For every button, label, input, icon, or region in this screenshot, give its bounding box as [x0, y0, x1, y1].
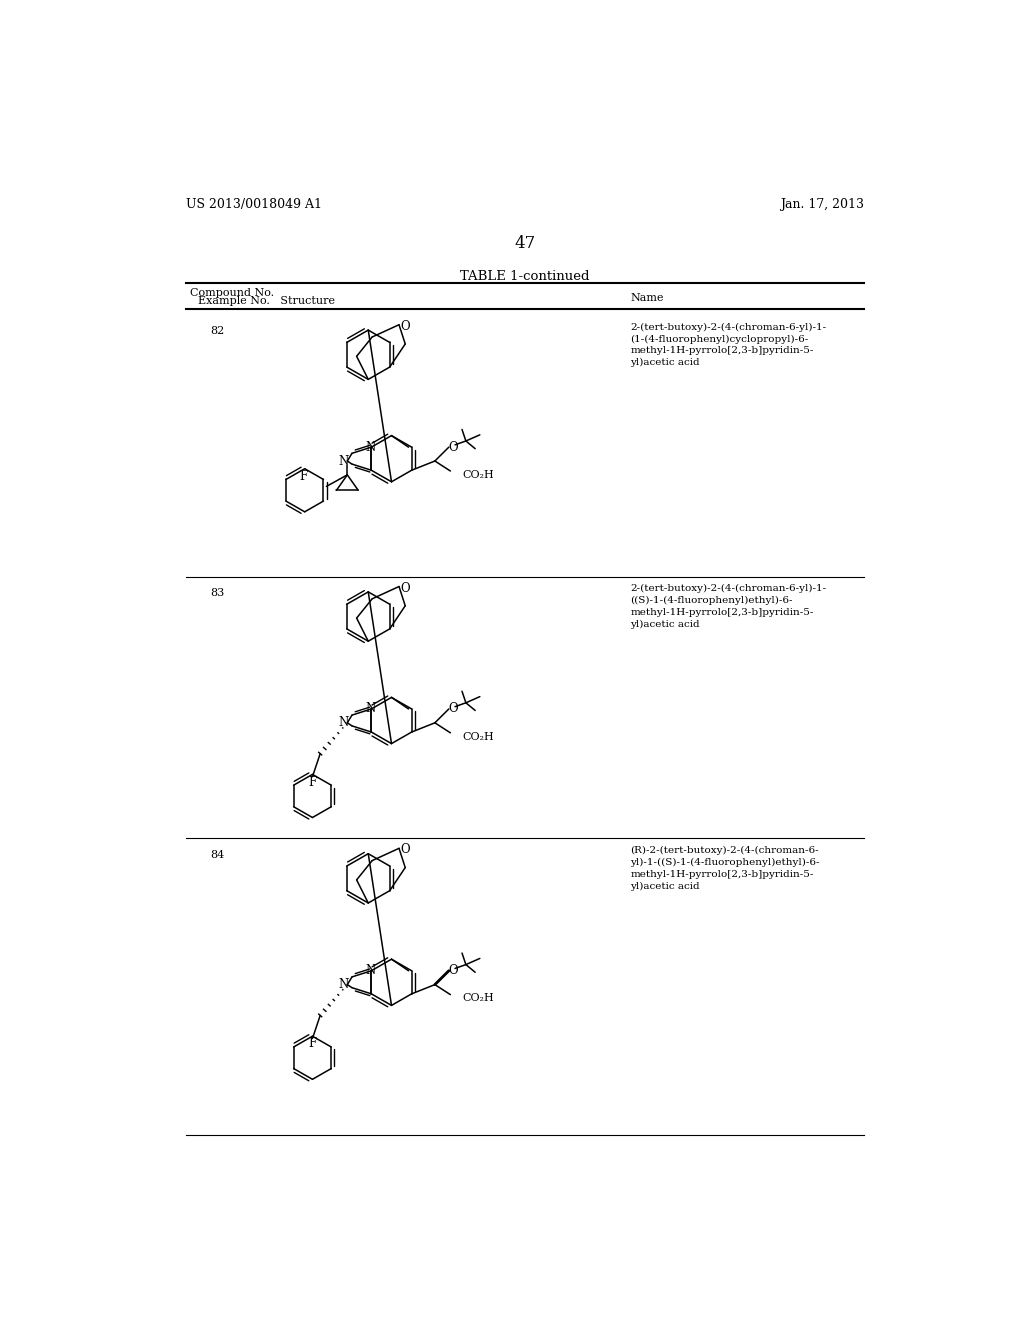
Text: N: N — [338, 454, 348, 467]
Text: F: F — [299, 470, 307, 483]
Text: O: O — [400, 843, 410, 857]
Text: TABLE 1-continued: TABLE 1-continued — [460, 271, 590, 282]
Text: CO₂H: CO₂H — [462, 470, 494, 480]
Text: Example No.   Structure: Example No. Structure — [198, 296, 335, 306]
Text: 82: 82 — [210, 326, 224, 337]
Text: CO₂H: CO₂H — [462, 994, 494, 1003]
Text: Name: Name — [630, 293, 664, 304]
Text: N: N — [366, 441, 376, 454]
Text: O: O — [447, 441, 458, 454]
Text: F: F — [308, 1038, 316, 1051]
Text: O: O — [400, 319, 410, 333]
Text: US 2013/0018049 A1: US 2013/0018049 A1 — [186, 198, 323, 211]
Text: N: N — [338, 717, 348, 730]
Text: Jan. 17, 2013: Jan. 17, 2013 — [780, 198, 864, 211]
Text: 2-(tert-butoxy)-2-(4-(chroman-6-yl)-1-
((S)-1-(4-fluorophenyl)ethyl)-6-
methyl-1: 2-(tert-butoxy)-2-(4-(chroman-6-yl)-1- (… — [630, 585, 826, 630]
Text: (R)-2-(tert-butoxy)-2-(4-(chroman-6-
yl)-1-((S)-1-(4-fluorophenyl)ethyl)-6-
meth: (R)-2-(tert-butoxy)-2-(4-(chroman-6- yl)… — [630, 846, 819, 891]
Text: O: O — [447, 702, 458, 715]
Text: Compound No.: Compound No. — [190, 288, 274, 298]
Text: CO₂H: CO₂H — [462, 731, 494, 742]
Text: N: N — [366, 702, 376, 715]
Text: 47: 47 — [514, 235, 536, 252]
Text: N: N — [366, 964, 376, 977]
Text: F: F — [308, 776, 316, 788]
Text: 2-(tert-butoxy)-2-(4-(chroman-6-yl)-1-
(1-(4-fluorophenyl)cyclopropyl)-6-
methyl: 2-(tert-butoxy)-2-(4-(chroman-6-yl)-1- (… — [630, 322, 826, 367]
Text: O: O — [400, 582, 410, 594]
Text: 83: 83 — [210, 589, 224, 598]
Text: O: O — [447, 964, 458, 977]
Text: 84: 84 — [210, 850, 224, 859]
Text: N: N — [338, 978, 348, 991]
